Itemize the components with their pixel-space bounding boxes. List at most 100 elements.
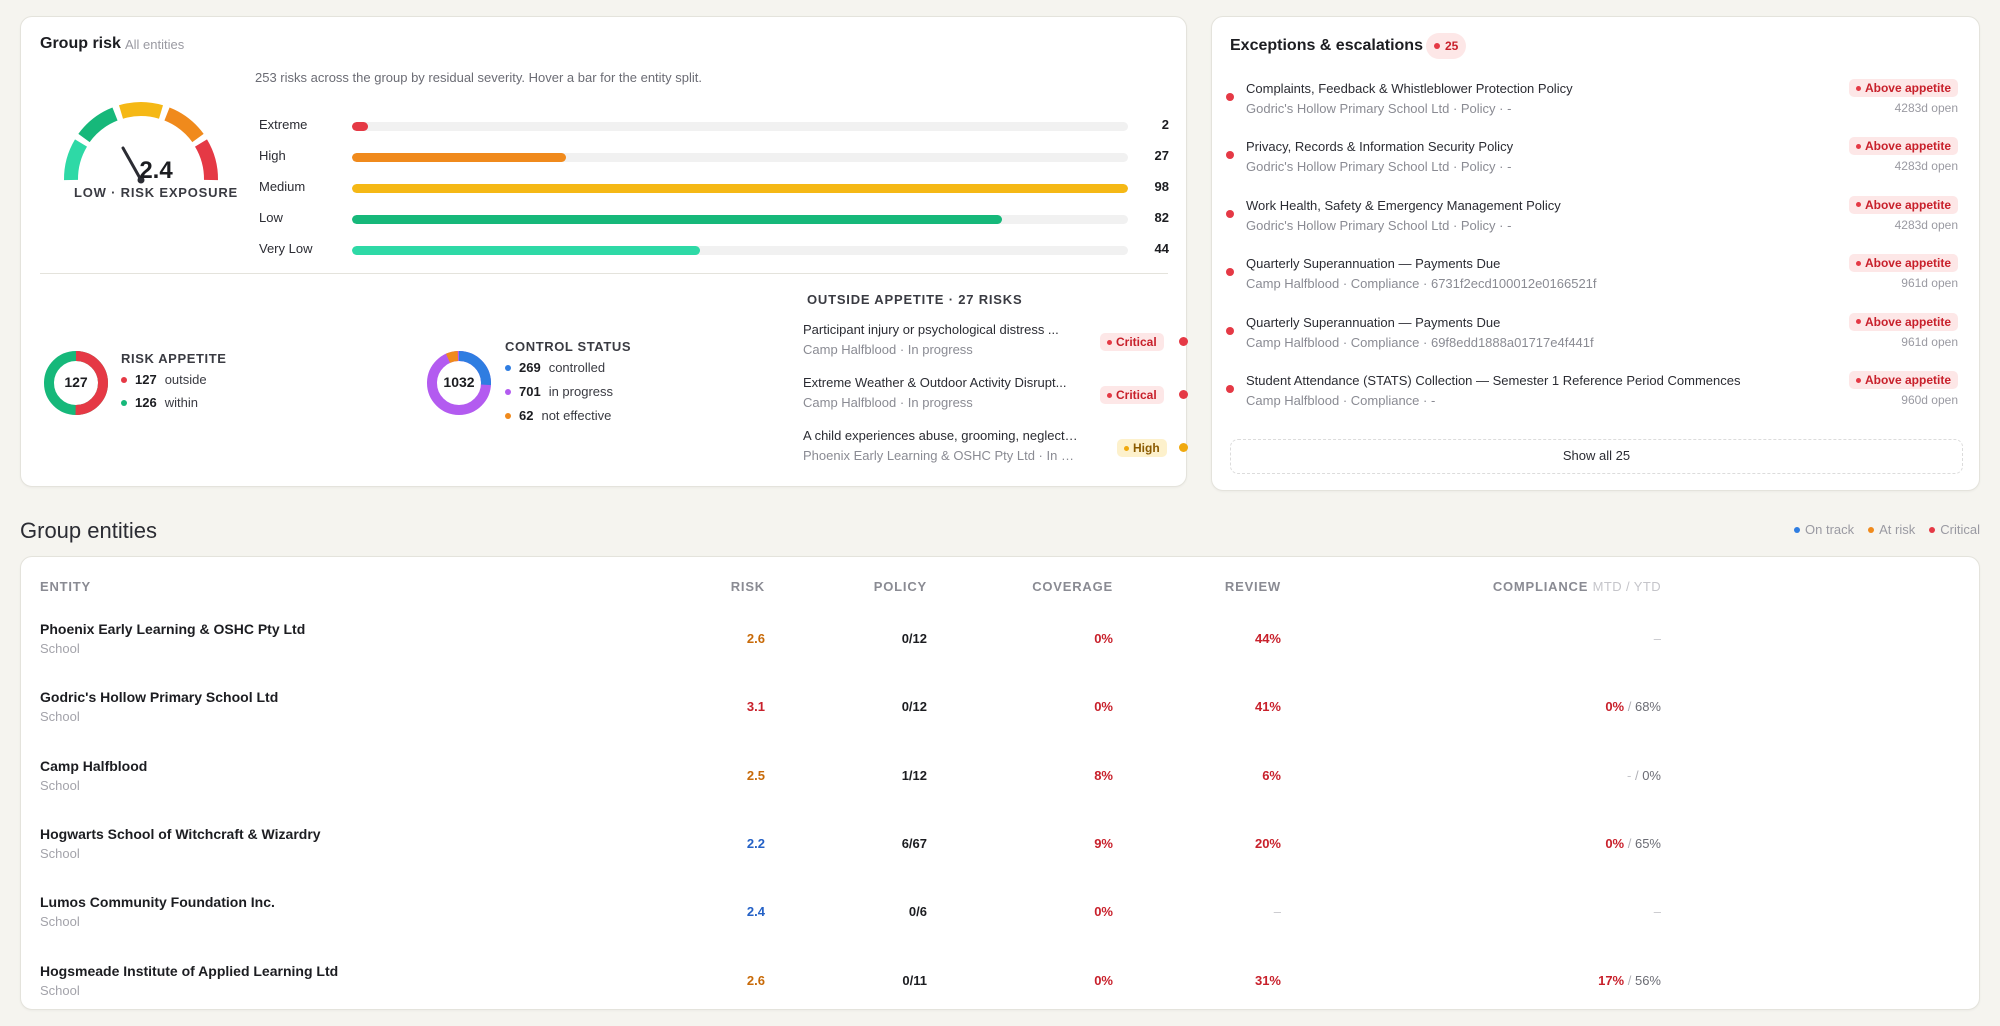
policy-cell: 6/67 [901,835,927,851]
entity-type: School [40,641,80,656]
above-appetite-badge: Above appetite [1848,79,1958,97]
compliance-mtd: 0% [1605,699,1625,715]
control-status-total: 1032 [443,374,475,390]
control-status-donut [427,351,491,415]
outside-appetite-item[interactable]: Participant injury or psychological dist… [803,322,1188,362]
compliance-mtd: 0% [1605,835,1625,851]
exception-item[interactable]: Student Attendance (STATS) Collection — … [1226,371,1966,417]
severity-row-low[interactable]: Low 82 [259,208,1169,228]
compliance-ytd: 56% [1634,972,1661,988]
table-row[interactable]: Lumos Community Foundation Inc. School 2.4… [21,894,1981,962]
policy-cell: 0/11 [902,972,927,988]
outside-appetite-item[interactable]: A child experiences abuse, grooming, neg… [803,428,1188,468]
above-appetite-badge: Above appetite [1848,312,1958,331]
exception-item[interactable]: Work Health, Safety & Emergency Manageme… [1226,195,1966,242]
exception-age: 4283d open [1894,159,1958,174]
group-risk-subtitle: All entities [125,37,185,52]
column-risk[interactable]: RISK [730,579,765,594]
outside-appetite-item[interactable]: Extreme Weather & Outdoor Activity Disru… [803,375,1188,415]
exception-meta: Godric's Hollow Primary School Ltd · Pol… [1246,159,1512,175]
severity-row-medium[interactable]: Medium 98 [259,177,1169,197]
risk-cell: 2.5 [746,767,765,783]
risk-meta: Phoenix Early Learning & OSHC Pty Ltd · … [803,448,1078,463]
exception-meta: Camp Halfblood · Compliance · 6731f2ecd1… [1246,276,1597,292]
risk-appetite-title: RISK APPETITE [121,351,227,366]
column-coverage[interactable]: COVERAGE [1032,579,1113,594]
group-entities-title: Group entities [20,518,157,543]
legend-at-risk: At risk [1868,522,1915,537]
coverage-cell: 9% [1094,835,1113,851]
exception-age: 961d open [1901,276,1958,291]
risk-appetite-donut [44,351,108,415]
table-row[interactable]: Camp Halfblood School 2.5 1/12 8% 6% - / 0% [21,758,1981,826]
severity-row-high[interactable]: High 27 [259,146,1169,166]
coverage-cell: 0% [1094,699,1113,715]
review-cell: 31% [1254,972,1281,988]
exceptions-card: Exceptions & escalations 25 Complaints, … [1211,16,1980,491]
exception-item[interactable]: Complaints, Feedback & Whistleblower Pro… [1226,79,1966,125]
policy-cell: 1/12 [901,767,927,783]
severity-bar-fill [352,122,368,131]
review-cell: 6% [1262,767,1281,783]
risk-appetite-outside: 127 outside [121,372,207,387]
risk-cell: 2.2 [746,835,765,851]
severity-row-extreme[interactable]: Extreme 2 [259,115,1169,135]
exception-meta: Godric's Hollow Primary School Ltd · Pol… [1246,101,1512,116]
column-entity[interactable]: ENTITY [40,579,92,594]
status-dot [1179,443,1188,452]
entity-name: Godric's Hollow Primary School Ltd [40,689,279,706]
severity-row-very-low[interactable]: Very Low 44 [259,239,1169,259]
entity-name: Phoenix Early Learning & OSHC Pty Ltd [40,621,306,637]
severity-label: Medium [259,179,306,194]
risk-exposure-label: LOW · RISK EXPOSURE [74,185,238,200]
gauge-needle [121,146,143,182]
column-compliance[interactable]: COMPLIANCE MTD / YTD [1492,579,1661,594]
severity-bar-track [352,153,1128,162]
column-review[interactable]: REVIEW [1224,579,1281,594]
column-policy[interactable]: POLICY [873,579,927,594]
severity-label: Very Low [259,241,313,256]
severity-bar-fill [352,215,1002,224]
table-row[interactable]: Hogsmeade Institute of Applied Learning … [21,963,1981,1026]
risk-cell: 2.6 [746,972,765,988]
table-row[interactable]: Phoenix Early Learning & OSHC Pty Ltd Sch… [21,621,1981,689]
above-appetite-badge: Above appetite [1848,254,1958,273]
control-status-title: CONTROL STATUS [505,339,632,354]
exception-name: Student Attendance (STATS) Collection — … [1246,373,1741,388]
coverage-cell: 0% [1094,904,1113,920]
status-dot [1179,390,1188,399]
exception-item[interactable]: Quarterly Superannuation — Payments Due C… [1226,312,1966,359]
compliance-mtd: 17% [1598,972,1625,988]
risk-cell: 2.4 [746,904,765,920]
table-row[interactable]: Godric's Hollow Primary School Ltd School… [21,689,1981,757]
above-appetite-badge: Above appetite [1848,371,1958,389]
exception-item[interactable]: Quarterly Superannuation — Payments Due C… [1226,254,1966,300]
control-status-in-progress: 701 in progress [505,384,613,399]
review-cell: 41% [1254,699,1281,715]
exception-age: 4283d open [1894,101,1958,115]
severity-bar-track [352,246,1128,255]
severity-bar-track [352,122,1128,131]
compliance-cell: 0% / 65% [1605,835,1661,851]
severity-badge: High [1117,439,1167,457]
entity-name: Hogwarts School of Witchcraft & Wizardry [40,825,321,842]
show-all-button[interactable]: Show all 25 [1230,439,1963,474]
exception-item[interactable]: Privacy, Records & Information Security … [1226,137,1966,183]
risk-name: Extreme Weather & Outdoor Activity Disru… [803,375,1067,390]
status-dot [1226,151,1234,160]
status-dot [1226,268,1234,277]
severity-label: High [259,148,286,163]
table-row[interactable]: Hogwarts School of Witchcraft & Wizardry… [21,826,1981,894]
severity-bar-track [352,184,1128,193]
risk-name: A child experiences abuse, grooming, neg… [803,428,1078,443]
divider [40,273,1168,274]
entity-type: School [40,709,80,725]
status-dot [1226,93,1234,101]
control-status-controlled: 269 controlled [505,360,605,375]
status-dot [1226,326,1234,335]
severity-bar-fill [352,246,701,255]
severity-bar-track [352,215,1128,224]
compliance-cell: – [1653,904,1661,920]
above-appetite-badge: Above appetite [1848,195,1958,214]
risk-score: 2.4 [139,157,173,184]
